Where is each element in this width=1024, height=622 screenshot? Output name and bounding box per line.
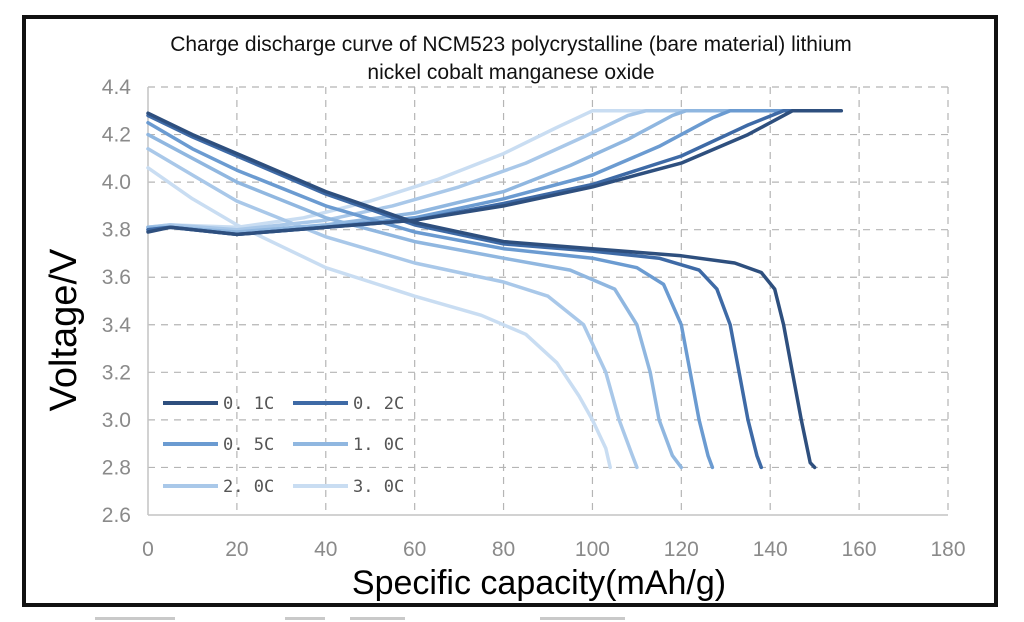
x-tick-label: 140 (753, 538, 788, 561)
y-tick-label: 2.8 (102, 456, 131, 479)
x-tick-label: 60 (403, 538, 426, 561)
series-20c-discharge-line (146, 147, 639, 470)
legend-label-30c: 3. 0C (353, 477, 404, 497)
legend-label-20c: 2. 0C (223, 477, 274, 497)
x-tick-label: 180 (930, 538, 965, 561)
series-02c-discharge-line (146, 113, 764, 470)
y-tick-label: 3.0 (102, 409, 131, 432)
x-tick-label: 80 (492, 538, 515, 561)
y-tick-label: 3.6 (102, 266, 131, 289)
y-tick-label: 3.2 (102, 361, 131, 384)
y-tick-label: 4.4 (102, 76, 132, 99)
chart-title-line-1: Charge discharge curve of NCM523 polycry… (170, 33, 852, 56)
y-tick-label: 4.0 (102, 171, 131, 194)
x-tick-label: 20 (225, 538, 248, 561)
chart-frame (22, 15, 998, 607)
series-02c-charge-line (146, 109, 830, 237)
y-tick-label: 2.6 (102, 504, 131, 527)
axes (147, 87, 948, 516)
chart-title-line-2: nickel cobalt manganese oxide (367, 61, 654, 84)
y-tick-labels: 2.6 2.8 3.0 3.2 3.4 3.6 3.8 4.0 4.2 4.4 (102, 76, 132, 527)
series-01c-discharge-line (146, 111, 817, 470)
x-tick-label: 120 (664, 538, 699, 561)
series-lines (146, 109, 844, 470)
series-30c-discharge-line (146, 166, 612, 470)
x-tick-label: 0 (142, 538, 154, 561)
y-axis-label: Voltage/V (43, 248, 85, 411)
series-05c-discharge-line (146, 120, 715, 470)
series-30c-charge-line (146, 109, 675, 230)
series-20c-charge-line (146, 109, 715, 232)
x-tick-label: 100 (575, 538, 610, 561)
series-10c-discharge-line (146, 132, 684, 470)
x-axis-label: Specific capacity(mAh/g) (352, 564, 726, 602)
legend-label-10c: 1. 0C (353, 435, 404, 455)
legend: 0. 1C 0. 2C 0. 5C 1. 0C 2. 0C 3. 0C (163, 394, 404, 497)
x-tick-label: 160 (842, 538, 877, 561)
cropped-text-fragment (0, 607, 1024, 622)
legend-label-01c: 0. 1C (223, 394, 274, 414)
legend-label-02c: 0. 2C (353, 394, 404, 414)
x-tick-label: 40 (314, 538, 337, 561)
series-01c-charge-line (146, 109, 844, 237)
y-tick-label: 3.8 (102, 219, 131, 242)
x-tick-labels: 0 20 40 60 80 100 120 140 160 180 (142, 538, 965, 561)
y-tick-label: 4.2 (102, 124, 131, 147)
legend-label-05c: 0. 5C (223, 435, 274, 455)
y-tick-label: 3.4 (102, 314, 132, 337)
